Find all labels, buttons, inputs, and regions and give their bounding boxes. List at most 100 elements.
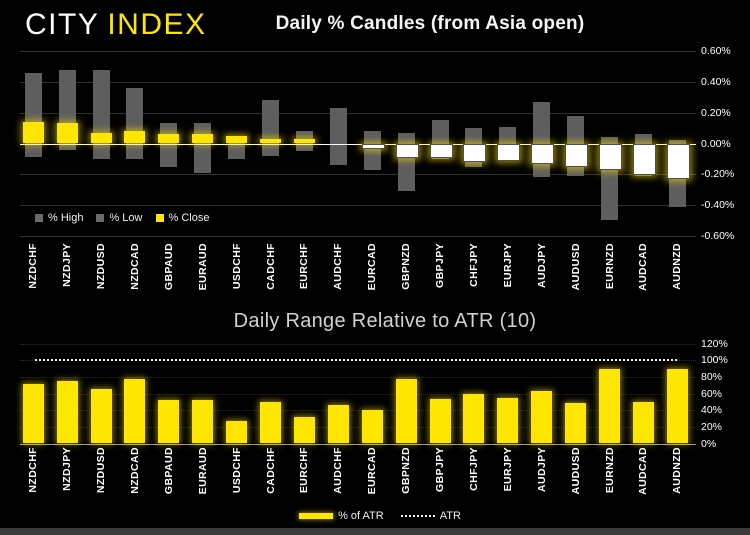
atr-bar <box>395 378 417 444</box>
atr-category-label: GBPNZD <box>400 447 413 494</box>
atr-bar <box>429 398 451 444</box>
candle-close-box <box>429 143 453 158</box>
legend-item-pct-of-atr: % of ATR <box>299 510 384 522</box>
atr-bar <box>158 400 180 444</box>
legend-item-high: % High <box>35 212 83 224</box>
atr-category-label: NZDJPY <box>61 447 74 491</box>
candles-category-label: EURCHF <box>298 243 311 290</box>
atr-bar <box>293 416 315 444</box>
window-bottom-edge <box>0 528 750 535</box>
atr-category-label: AUDCHF <box>332 447 345 494</box>
legend-label-pct-of-atr: % of ATR <box>338 510 384 522</box>
candles-y-tick: 0.40% <box>701 75 731 88</box>
candle-range-bar <box>92 69 110 159</box>
candles-y-tick: 0.00% <box>701 137 731 150</box>
atr-category-label: EURCAD <box>366 447 379 495</box>
candles-category-label: EURNZD <box>603 243 616 290</box>
candle-close-box <box>226 135 248 144</box>
atr-bar <box>361 410 383 444</box>
candle-range-bar <box>363 131 381 170</box>
candle-close-box <box>90 132 112 144</box>
atr-gridline <box>20 376 696 378</box>
atr-category-label: NZDCHF <box>27 447 40 493</box>
candles-category-label: CADCHF <box>264 243 277 290</box>
atr-category-label: CADCHF <box>264 447 277 494</box>
atr-y-axis: 120% 100% 80% 60% 40% 20% 0% <box>701 337 750 450</box>
candle-close-box <box>395 143 419 158</box>
candle-close-box <box>599 143 622 171</box>
atr-y-tick: 120% <box>701 337 728 350</box>
candles-gridline <box>20 235 696 237</box>
candles-category-label: NZDUSD <box>95 243 107 290</box>
atr-baseline <box>20 443 696 445</box>
atr-y-tick: 80% <box>701 370 723 383</box>
candle-range-bar <box>126 88 144 159</box>
atr-bar <box>124 379 146 444</box>
candle-close-box <box>124 131 146 144</box>
candles-category-label: EURJPY <box>501 243 514 288</box>
atr-bar <box>327 405 349 444</box>
candles-y-axis: 0.60% 0.40% 0.20% 0.00% -0.20% -0.40% -0.60% <box>701 41 750 246</box>
candles-category-label: GBPJPY <box>434 243 446 288</box>
candle-close-box <box>565 143 589 168</box>
candle-close-box <box>260 138 281 144</box>
atr-bar <box>497 397 519 444</box>
candles-gridline <box>20 81 696 83</box>
legend-item-atr: ATR <box>391 510 461 522</box>
candle-range-bar <box>194 123 212 173</box>
legend-label-atr: ATR <box>439 510 461 522</box>
atr-chart-title: Daily Range Relative to ATR (10) <box>233 310 537 332</box>
candle-close-box <box>158 134 180 144</box>
candles-category-label: CHFJPY <box>467 243 480 287</box>
atr-bar <box>463 394 485 444</box>
atr-chart-plot <box>20 340 696 445</box>
atr-reference-line <box>35 359 677 362</box>
candle-close-box <box>192 134 214 144</box>
candles-category-label: AUDNZD <box>671 243 684 290</box>
atr-category-label: AUDUSD <box>569 447 582 495</box>
candle-range-bar <box>533 101 551 178</box>
atr-y-tick: 60% <box>701 387 723 400</box>
atr-gridline <box>20 343 696 345</box>
candle-range-bar <box>160 123 178 167</box>
candle-range-bar <box>262 100 279 156</box>
atr-legend: % of ATR ATR <box>260 510 500 522</box>
candles-category-label: AUDCAD <box>637 243 650 291</box>
candle-close-box <box>531 143 555 164</box>
legend-item-close: % Close <box>155 212 209 224</box>
atr-bar <box>192 400 214 444</box>
candle-close-box <box>293 138 315 144</box>
legend-item-low: % Low <box>96 212 143 224</box>
candles-y-tick: -0.40% <box>701 199 735 212</box>
atr-category-label: AUDJPY <box>535 447 548 492</box>
atr-category-label: USDCHF <box>230 447 243 494</box>
candles-x-axis: NZDCHF NZDJPY NZDUSD NZDCAD GBPAUD EURAUD USDC… <box>20 243 696 305</box>
atr-y-tick: 40% <box>701 404 723 417</box>
candle-close-box <box>22 121 44 144</box>
candles-category-label: USDCHF <box>230 243 243 290</box>
atr-category-label: NZDCAD <box>128 447 141 494</box>
atr-bar <box>56 381 78 444</box>
candles-category-label: NZDCAD <box>128 243 141 290</box>
city-index-logo: CITY INDEX <box>25 8 207 42</box>
atr-gridline <box>20 393 696 395</box>
candles-y-tick: 0.60% <box>701 45 731 58</box>
atr-category-label: EURAUD <box>196 447 209 495</box>
atr-gridline <box>20 410 696 412</box>
atr-category-label: AUDNZD <box>671 447 684 494</box>
close-swatch-icon <box>155 214 164 222</box>
logo-index-text: INDEX <box>107 8 207 41</box>
candle-close-box <box>463 143 487 163</box>
atr-bar <box>599 368 620 444</box>
candles-chart-plot <box>20 41 696 246</box>
candle-range-bar <box>329 108 347 166</box>
candles-gridline <box>20 51 696 53</box>
candle-close-box <box>666 143 690 180</box>
candles-gridline <box>20 205 696 207</box>
low-swatch-icon <box>96 214 105 222</box>
atr-y-tick: 20% <box>701 420 723 433</box>
candle-close-box <box>56 123 78 144</box>
legend-label-high: % High <box>48 212 84 224</box>
atr-category-label: CHFJPY <box>467 447 480 491</box>
